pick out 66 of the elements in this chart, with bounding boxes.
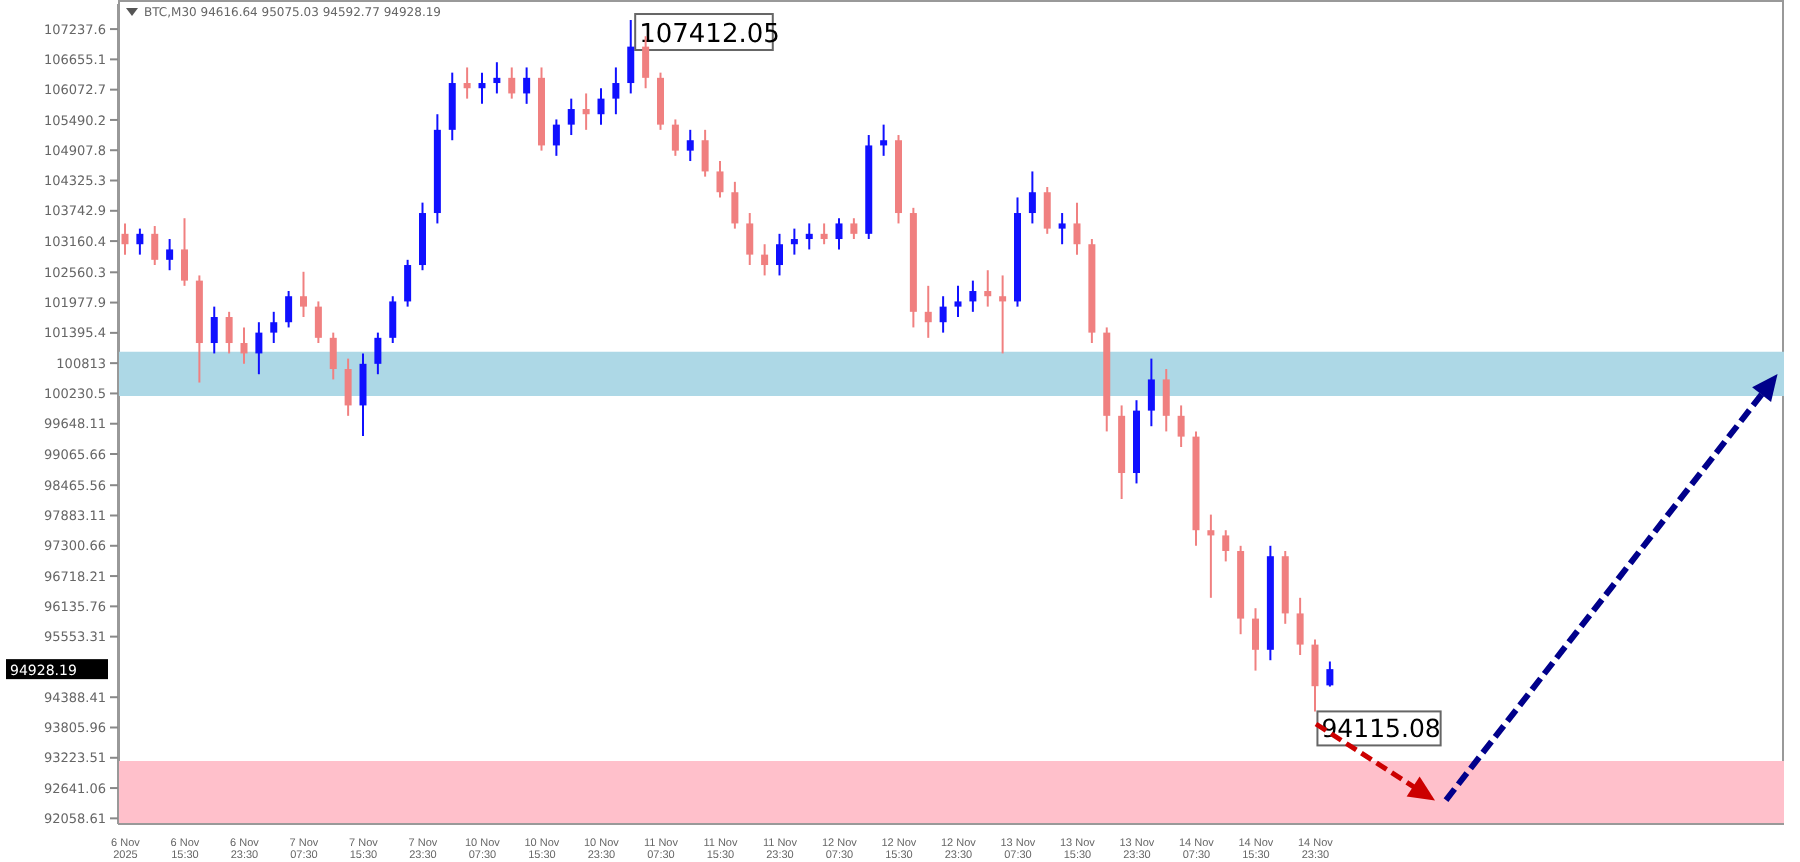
candlestick [716, 160, 724, 199]
candlestick [240, 326, 248, 365]
candlestick [657, 71, 664, 131]
candlestick [880, 123, 888, 157]
candlestick [850, 217, 858, 241]
candlestick [939, 295, 947, 334]
candlestick [924, 284, 932, 339]
candlestick [999, 274, 1007, 355]
candlestick [969, 279, 977, 313]
candlestick [790, 227, 798, 256]
candlestick [1222, 529, 1230, 563]
candlestick [225, 310, 233, 355]
candlestick [493, 61, 501, 95]
candlestick [552, 118, 560, 157]
candlestick [404, 258, 412, 308]
candlestick [1162, 368, 1170, 433]
candlestick [835, 217, 843, 251]
candlestick [671, 118, 679, 157]
candlestick [1207, 513, 1215, 599]
candlestick [761, 243, 769, 277]
candlestick [746, 212, 754, 267]
candlestick [1028, 170, 1036, 225]
candlestick [1311, 638, 1319, 713]
candlestick [463, 66, 471, 100]
candlestick [136, 227, 144, 256]
candlestick [984, 269, 992, 308]
candlestick [389, 295, 397, 345]
candlestick [508, 66, 516, 100]
candlestick [805, 222, 813, 251]
candlestick [567, 97, 575, 137]
candlestick [121, 222, 129, 256]
candlestick [1296, 596, 1304, 657]
candlestick [597, 87, 605, 126]
candlestick [1326, 660, 1334, 688]
candlestick [359, 352, 367, 438]
candlestick [627, 19, 635, 95]
candlestick [166, 238, 174, 272]
candlestick [1058, 212, 1066, 246]
candlestick [1043, 186, 1051, 235]
candlestick [582, 92, 590, 131]
candlestick [374, 331, 382, 376]
candlestick [478, 71, 486, 105]
candlestick [954, 284, 962, 319]
candlestick [776, 232, 783, 277]
candlestick [1147, 357, 1155, 428]
candlestick [314, 300, 322, 345]
candlestick [448, 71, 456, 142]
candlestick [820, 222, 828, 246]
candlestick [181, 217, 188, 287]
candlestick [612, 66, 620, 116]
annotation: 94115.08 [1321, 713, 1441, 744]
candlestick [285, 290, 293, 329]
candlestick [686, 128, 694, 163]
candlestick [1252, 607, 1259, 672]
candlestick [329, 331, 337, 381]
candlestick [1177, 404, 1185, 449]
candlestick [731, 180, 739, 230]
candlestick [270, 310, 278, 345]
candlestick [1073, 201, 1081, 256]
candlestick [523, 66, 531, 105]
candlestick [300, 270, 307, 319]
candlestick [344, 357, 352, 417]
candlestick [255, 321, 263, 376]
candlestick [701, 128, 709, 178]
candlestick [151, 225, 159, 267]
candlestick [210, 305, 218, 355]
